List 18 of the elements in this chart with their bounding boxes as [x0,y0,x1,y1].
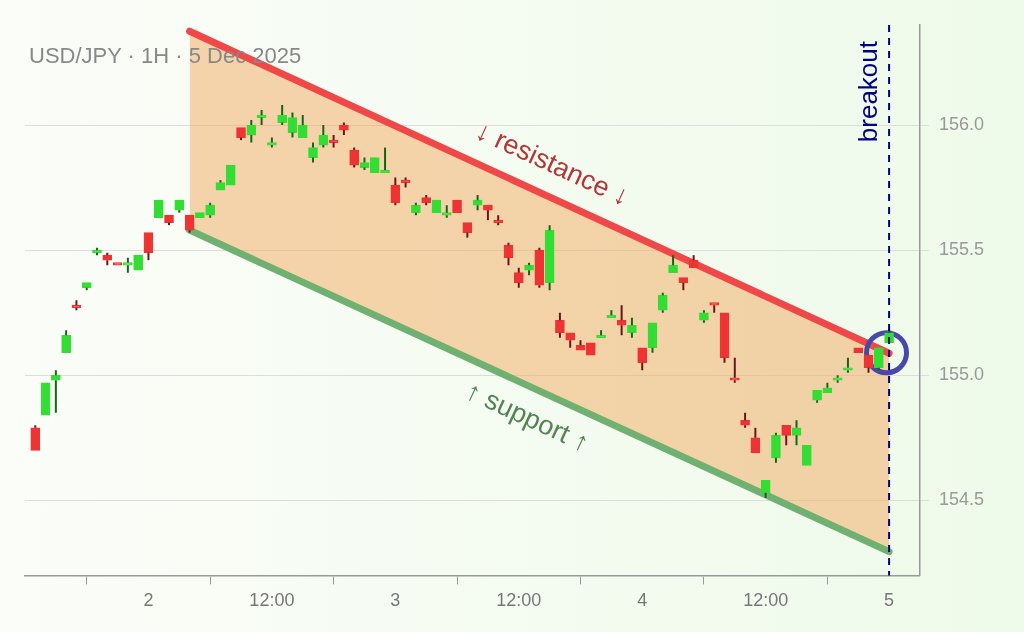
candlestick [30,424,41,451]
x-tick-label: 12:00 [249,590,295,611]
x-tick-label: 12:00 [496,590,542,611]
x-tick-label: 3 [390,590,401,611]
x-tick-label: 12:00 [743,590,789,611]
x-tick-label: 5 [884,590,895,611]
candlestick [102,251,113,267]
y-tick-label: 155.5 [938,239,984,260]
candlestick [71,299,82,312]
candlestick [174,199,185,214]
y-tick-label: 156.0 [938,114,984,135]
candlestick [143,232,154,262]
y-tick-label: 155.0 [938,364,984,385]
y-tick-label: 154.5 [938,489,984,510]
x-tick-label: 2 [143,590,154,611]
x-tick-label: 4 [637,590,648,611]
candlestick [51,369,61,414]
candlestick [61,329,71,354]
